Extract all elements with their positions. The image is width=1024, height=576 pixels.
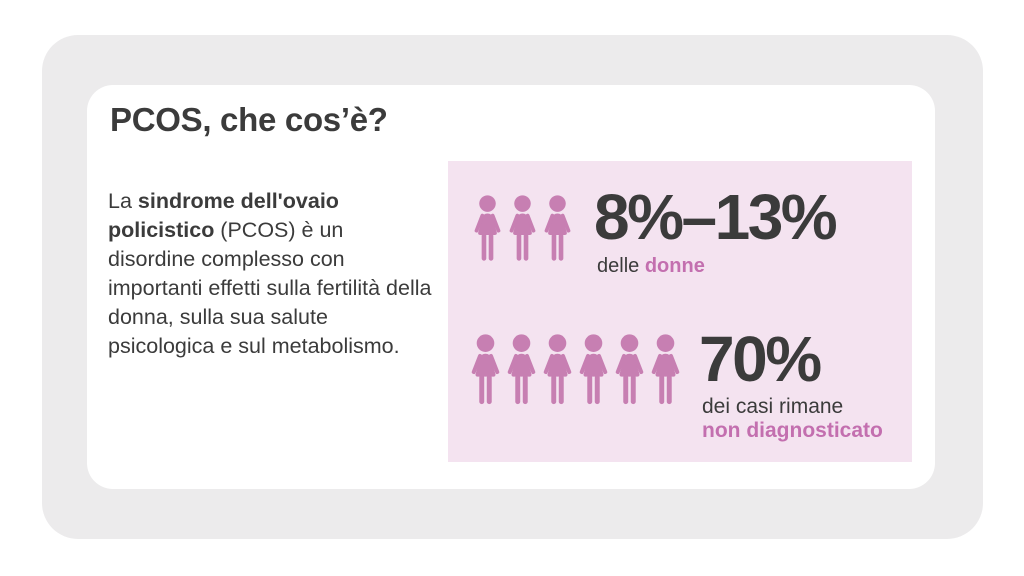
caption-plain: delle bbox=[597, 255, 640, 277]
caption-accent: non diagnosticato bbox=[702, 419, 883, 442]
woman-icon bbox=[469, 334, 502, 406]
stat-caption-prevalence: delle donne bbox=[597, 255, 835, 277]
woman-icons-group-prevalence bbox=[472, 195, 573, 262]
woman-icon bbox=[649, 334, 682, 406]
intro-lead: La bbox=[108, 189, 138, 213]
intro-paragraph: La sindrome dell'ovaio policistico (PCOS… bbox=[108, 187, 432, 361]
woman-icon bbox=[542, 195, 573, 262]
intro-bold: sindrome dell'ovaio policistico bbox=[108, 189, 339, 242]
page-title: PCOS, che cos’è? bbox=[110, 101, 388, 138]
stat-undiagnosed: 70% dei casi rimane non diagnosticato bbox=[699, 327, 883, 443]
woman-icon bbox=[472, 195, 503, 262]
intro-rest: (PCOS) è un disordine complesso con impo… bbox=[108, 218, 432, 358]
woman-icon bbox=[507, 195, 538, 262]
woman-icon bbox=[505, 334, 538, 406]
woman-icon bbox=[577, 334, 610, 406]
stats-panel: 8%–13% delle donne 70% dei casi rimane no… bbox=[448, 161, 912, 462]
stat-value-prevalence: 8%–13% bbox=[594, 181, 838, 253]
stat-value-undiagnosed: 70% bbox=[699, 323, 822, 395]
stat-caption-undiagnosed: dei casi rimane non diagnosticato bbox=[702, 395, 883, 443]
woman-icons-group-undiagnosed bbox=[469, 334, 682, 406]
woman-icon bbox=[613, 334, 646, 406]
caption-plain: dei casi rimane bbox=[702, 395, 844, 418]
stat-prevalence: 8%–13% delle donne bbox=[594, 181, 838, 277]
woman-icon bbox=[541, 334, 574, 406]
caption-accent: donne bbox=[644, 255, 705, 277]
slide-frame: PCOS, che cos’è? La sindrome dell'ovaio … bbox=[42, 35, 983, 539]
content-card: PCOS, che cos’è? La sindrome dell'ovaio … bbox=[87, 85, 935, 489]
